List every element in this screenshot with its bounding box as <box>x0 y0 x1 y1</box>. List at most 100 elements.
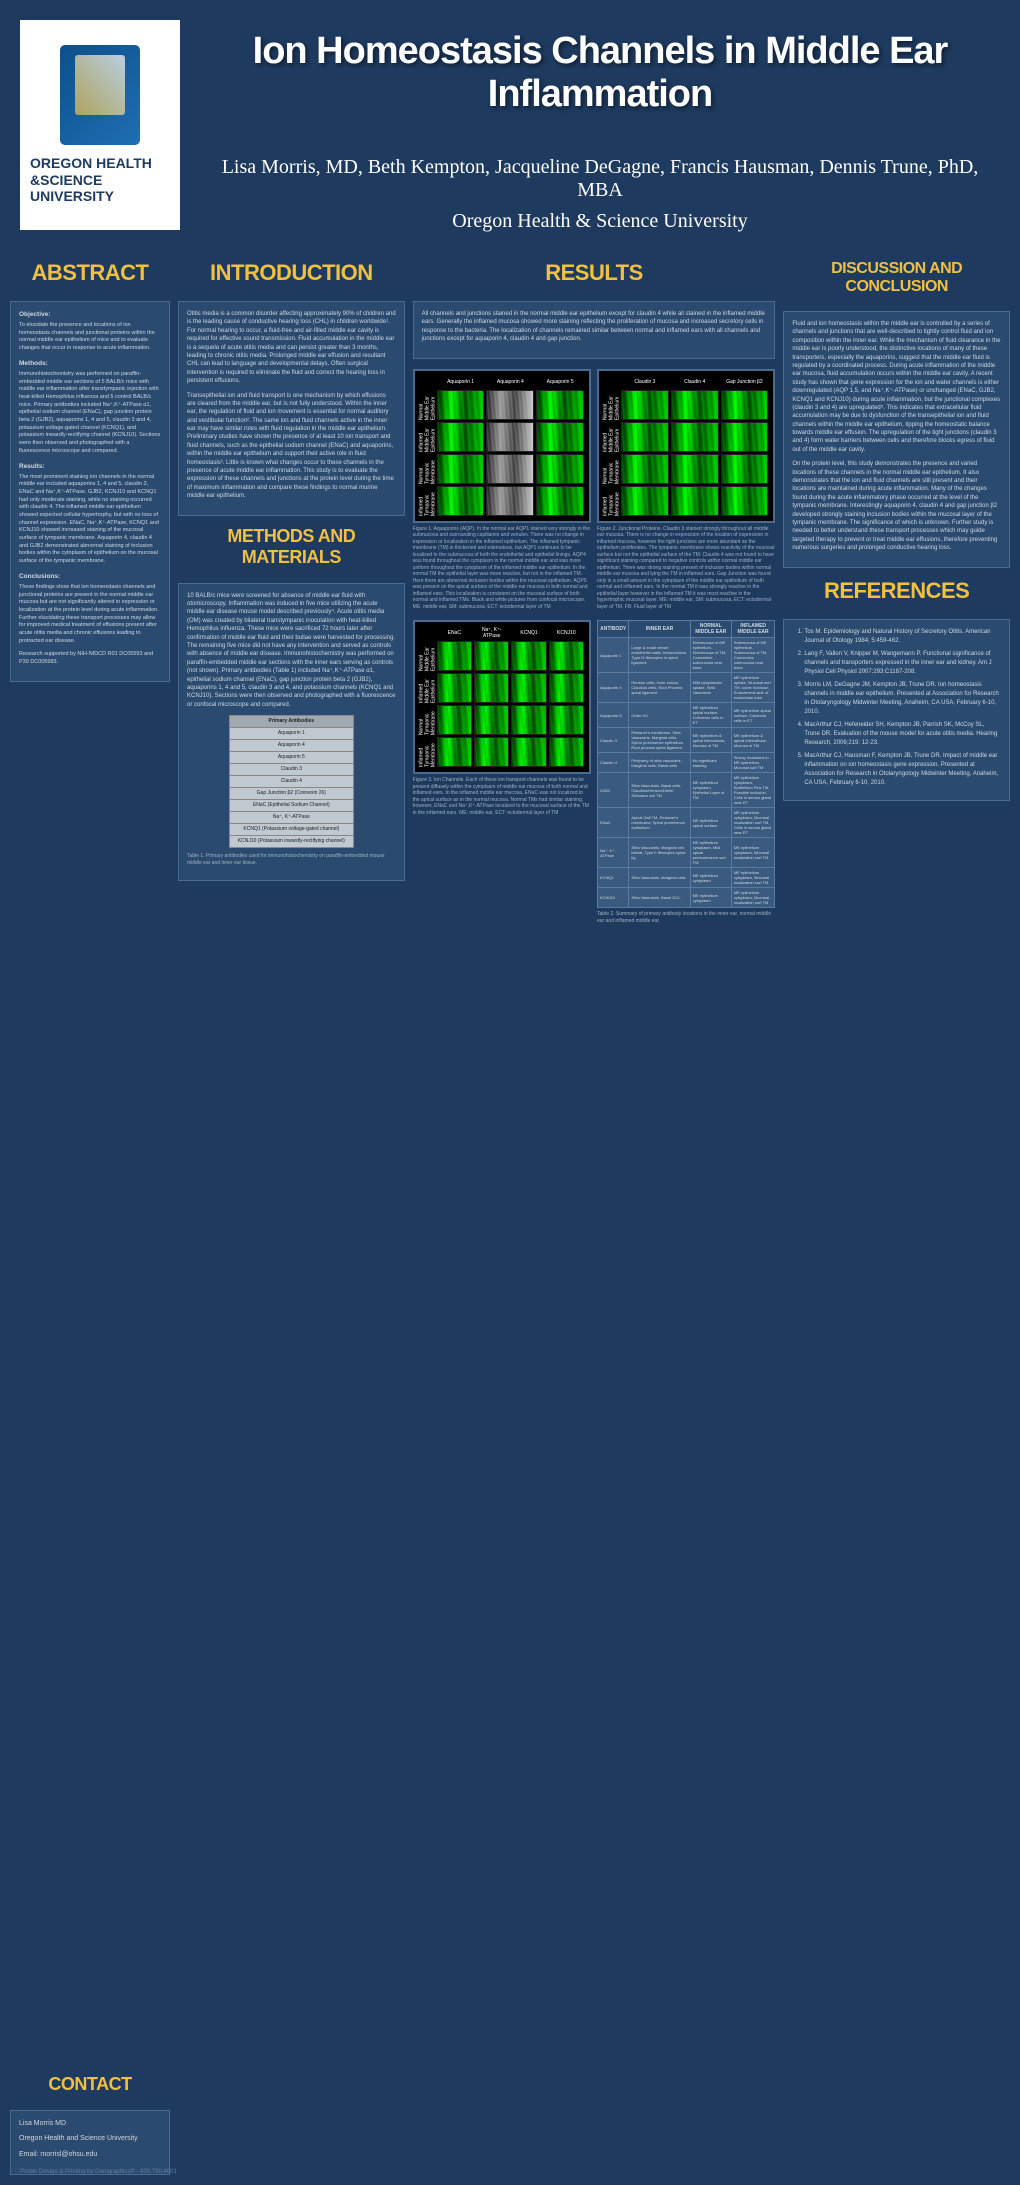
discussion-panel: Fluid and ion homeostasis within the mid… <box>783 311 1010 568</box>
fluorescence-image <box>511 705 546 735</box>
table-cell: ME epithelium cytoplasm, Epithelial Laye… <box>690 773 731 808</box>
authors: Lisa Morris, MD, Beth Kempton, Jacquelin… <box>200 156 1000 202</box>
table-cell: ME epithelium apical surface, Columnar c… <box>731 703 775 728</box>
antibody-row: Gap Junction β2 (Connexin 26) <box>229 788 353 800</box>
figure-column-label: Na⁺, K⁺-ATPase <box>474 627 509 639</box>
antibody-row: ENaC (Epithelial Sodium Channel) <box>229 800 353 812</box>
antibody-row: Aquaporin 1 <box>229 728 353 740</box>
antibody-row: KCNQ1 (Potassium voltage-gated channel) <box>229 824 353 836</box>
table-cell: ME epithelium apical surface <box>690 808 731 838</box>
figure-column-label: Claudin 4 <box>671 376 719 388</box>
figure-2: Claudin 3Claudin 4Gap Junction β2 Normal … <box>597 369 775 523</box>
antibody-row: Aquaporin 4 <box>229 740 353 752</box>
table-cell: ME epithelium & apical intercellular, Mu… <box>731 728 775 753</box>
fluorescence-image <box>437 486 485 516</box>
table-cell: Hensen cells, Inner sulcus, Claudius cel… <box>629 673 690 703</box>
figure-column-label: KCNJ10 <box>549 627 584 639</box>
figure-column-label: KCNQ1 <box>511 627 546 639</box>
antibody-row: Claudin 4 <box>229 776 353 788</box>
antibody-row: KCNJ10 (Potassium inwardly-rectifying ch… <box>229 836 353 848</box>
fluorescence-image <box>474 673 509 703</box>
fig2-wrap: Claudin 3Claudin 4Gap Junction β2 Normal … <box>597 369 775 611</box>
discussion-p2: On the protein level, this study demonst… <box>792 460 1001 552</box>
left-column: ABSTRACT Objective: To elucidate the pre… <box>10 260 170 2175</box>
table-cell: Strong inclusions in ME epithelium, Muco… <box>731 753 775 773</box>
fluorescence-image <box>621 422 669 452</box>
figure-column-label: Aquaporin 4 <box>486 376 534 388</box>
reference-item: Morris LM, DeGagne JM, Kempton JB, Trune… <box>804 681 1001 717</box>
fluorescence-image <box>621 486 669 516</box>
fluorescence-image <box>621 390 669 420</box>
fig1-caption: Figure 1. Aquaporins (AQP). In the norma… <box>413 526 591 611</box>
fluorescence-image <box>549 641 584 671</box>
fluorescence-image <box>721 486 769 516</box>
results-intro-panel: All channels and junctions stained in th… <box>413 301 776 359</box>
contact-name: Lisa Morris MD <box>19 2119 161 2129</box>
fig3-wrap: ENaCNa⁺, K⁺-ATPaseKCNQ1KCNJ10 Normal Midd… <box>413 620 591 924</box>
table-cell: KCNJ10 <box>598 888 629 908</box>
table-cell: GJB2 <box>598 773 629 808</box>
table-header-cell: ANTIBODY <box>598 621 629 638</box>
table-cell: ME epithelium cytoplasm <box>690 868 731 888</box>
table-cell: No significant staining <box>690 753 731 773</box>
fluorescence-image <box>437 737 472 767</box>
table-header-cell: INFLAMED MIDDLE EAR <box>731 621 775 638</box>
table1-caption: Table 1. Primary antibodies used for imm… <box>187 853 396 866</box>
reference-item: MacArthur CJ, Hefeneider SH, Kempton JB,… <box>804 721 1001 748</box>
figure-row-label: Normal Middle Ear Epithelium <box>420 390 435 420</box>
table-cell: Aquaporin 4 <box>598 673 629 703</box>
fluorescence-image <box>486 390 534 420</box>
objective-text: To elucidate the presence and locations … <box>19 322 161 353</box>
figure-row-label: Inflamed Tympanic Membrane <box>420 737 435 767</box>
affiliation: Oregon Health & Science University <box>200 210 1000 233</box>
fluorescence-image <box>474 641 509 671</box>
table-cell: Claudin 3 <box>598 728 629 753</box>
figure-1: Aquaporin 1Aquaporin 4Aquaporin 5Normal … <box>413 369 591 523</box>
fluorescence-image <box>437 422 485 452</box>
contact-inst: Oregon Health and Science University <box>19 2134 161 2144</box>
figure-row-label: Normal Tympanic Membrane <box>420 454 435 484</box>
table-cell: ME epithelium uptake, Mucosal surf TM, s… <box>731 673 775 703</box>
abstract-header: ABSTRACT <box>10 260 170 286</box>
fig3-caption: Figure 3. Ion Channels. Each of these io… <box>413 777 591 816</box>
summary-table: ANTIBODYINNER EARNORMAL MIDDLE EARINFLAM… <box>597 620 775 908</box>
table-cell: ME epithelium cytoplasm, Mucosal localiz… <box>731 808 775 838</box>
figure-row-label: Normal Middle Ear Epithelium <box>420 641 435 671</box>
table-cell: Submucosa of ME epithelium, Submucosa of… <box>731 638 775 673</box>
figure-column-label: Gap Junction β2 <box>721 376 769 388</box>
fluorescence-image <box>511 737 546 767</box>
figure-row-label: Normal Middle Ear Epithelium <box>604 390 619 420</box>
table-cell: Large & small vessel endothelial walls, … <box>629 638 690 673</box>
fluorescence-image <box>437 673 472 703</box>
figure-column-label: ENaC <box>437 627 472 639</box>
figure-row-label: Inflamed Tympanic Membrane <box>604 486 619 516</box>
figure-row-label: Inflamed Middle Ear Epithelium <box>604 422 619 452</box>
ohsu-logo-icon <box>60 45 140 145</box>
methods-h: Methods: <box>19 359 161 368</box>
results-h: Results: <box>19 462 161 471</box>
fig1-wrap: Aquaporin 1Aquaporin 4Aquaporin 5Normal … <box>413 369 591 611</box>
intro-p2: Transepithelial ion and fluid transport … <box>187 392 396 501</box>
fluorescence-image <box>721 422 769 452</box>
conclusions-h: Conclusions: <box>19 572 161 581</box>
fluorescence-image <box>721 454 769 484</box>
table-cell: Aquaporin 5 <box>598 703 629 728</box>
table-cell: ENaC <box>598 808 629 838</box>
fluorescence-image <box>474 737 509 767</box>
table-cell: Stria Vascularis, Basal GCL <box>629 888 690 908</box>
fluorescence-image <box>536 454 584 484</box>
fluorescence-image <box>721 390 769 420</box>
table-cell: Na⁺, K⁺-ATPase <box>598 838 629 868</box>
fluorescence-image <box>437 705 472 735</box>
antibody-row: Claudin 3 <box>229 764 353 776</box>
figure-column-label: Claudin 3 <box>621 376 669 388</box>
fluorescence-image <box>621 454 669 484</box>
figure-column-label: Aquaporin 1 <box>437 376 485 388</box>
fluorescence-image <box>486 454 534 484</box>
table-cell: ME epithelium cytoplasm, Mucosal localiz… <box>731 838 775 868</box>
table-header-cell: INNER EAR <box>629 621 690 638</box>
methods-header: METHODS AND MATERIALS <box>178 526 405 568</box>
table-cell: Reissner's membrane, Stria Vascularis, M… <box>629 728 690 753</box>
table-cell: Submucosa of ME epithelium, Submucosa of… <box>690 638 731 673</box>
table-cell: ME epithelium cytoplasm, Epithelium Plus… <box>731 773 775 808</box>
